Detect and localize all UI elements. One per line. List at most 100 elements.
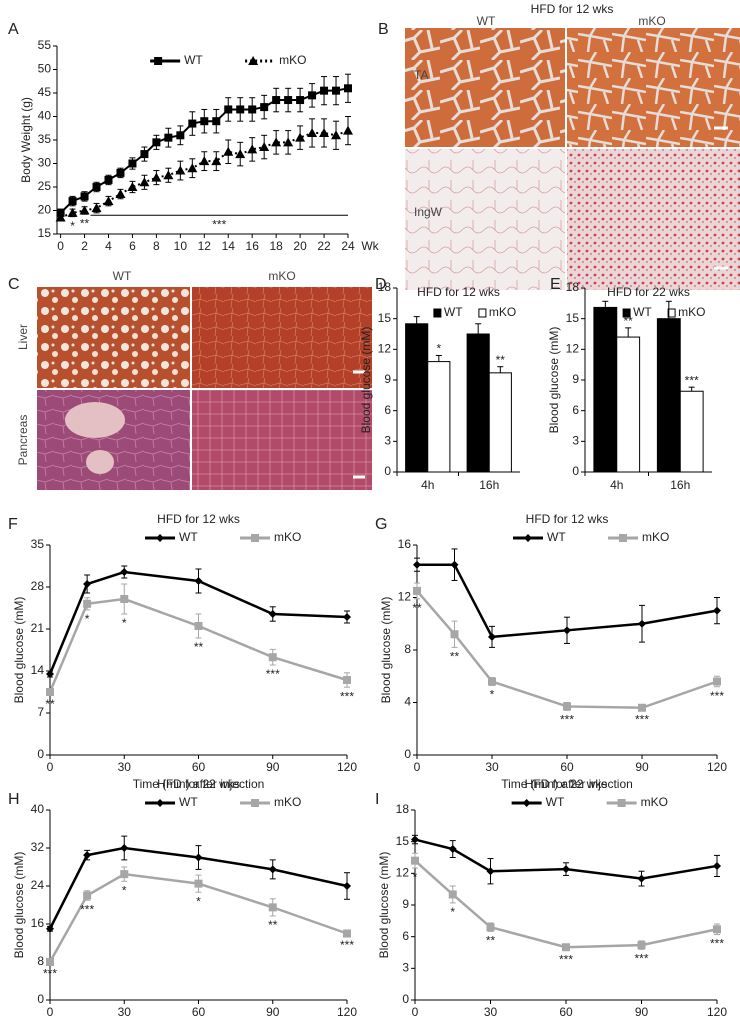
x-tick-label: 120 [707,1005,727,1019]
marker [194,622,203,630]
significance-label: * [122,616,127,630]
significance-label: ** [496,353,506,367]
y-tick-label: 6 [384,403,391,417]
row-label: Liver [16,324,30,350]
significance-label: *** [634,952,648,966]
y-tick-label: 40 [31,802,45,816]
y-tick-label: 32 [31,840,45,854]
marker [488,632,496,641]
marker [562,943,570,952]
marker [638,703,646,712]
marker [296,96,305,105]
marker [319,127,330,137]
y-tick-label: 15 [378,311,392,325]
marker [344,84,352,93]
y-tick-label: 55 [38,38,52,52]
legend-label: WT [444,305,463,319]
marker [139,177,150,187]
x-tick-label: 2 [81,239,88,253]
significance-label: ** [450,650,460,664]
marker [83,851,92,860]
marker [343,125,353,135]
significance-label: ** [412,601,422,615]
significance-label: *** [43,967,57,981]
marker [46,958,54,966]
series-line [59,87,349,214]
marker [413,586,421,595]
x-tick-label: 90 [635,760,649,774]
legend-label: WT [184,53,203,67]
marker [448,890,457,899]
marker [212,117,221,126]
significance-label: ** [45,697,55,711]
marker [343,929,351,938]
y-tick-label: 20 [38,203,52,217]
x-tick-label: 120 [337,1005,357,1019]
legend-marker [251,534,260,542]
marker [248,105,257,114]
x-tick-label: 4 [105,239,112,253]
bar [616,336,641,473]
marker [260,103,269,112]
y-tick-label: 6 [402,929,409,943]
bar [427,361,451,473]
series-line [417,563,718,639]
bar [593,306,618,473]
panel-letter: H [8,791,20,808]
marker [128,159,137,168]
legend-marker [154,57,163,65]
marker [46,924,54,933]
y-tick-label: 16 [31,916,45,930]
image-title: HFD for 12 wks [531,2,614,16]
x-tick-label: 14 [222,239,236,253]
marker [175,165,186,175]
x-tick-label: 90 [266,760,280,774]
y-tick-label: 9 [402,897,409,911]
significance-label: * [70,219,75,233]
chart-title: HFD for 22 wks [157,777,240,791]
x-tick-label: 30 [484,1005,498,1019]
marker [127,182,138,191]
y-axis-label: Blood glucose (mM) [12,597,26,704]
panel-letter: G [375,516,387,533]
marker [152,138,161,147]
legend-marker [619,534,627,542]
y-axis-label: Blood glucose (mM) [547,327,561,434]
x-tick-label: 10 [174,239,188,253]
marker [116,168,125,177]
y-axis-label: Blood glucose (mM) [379,597,393,704]
marker [120,870,129,879]
x-tick-label: 8 [153,239,160,253]
legend-label: mKO [642,530,669,544]
micrograph-detail [65,402,125,438]
micrograph [405,149,565,290]
marker [223,146,234,156]
y-tick-label: 9 [384,372,391,386]
marker [283,137,294,147]
x-tick-label: 20 [293,239,307,253]
y-tick-label: 0 [37,992,44,1006]
marker [268,903,277,912]
marker [713,606,721,615]
x-axis-label: Wk [361,239,379,253]
y-axis-label: Blood glucose (mM) [359,327,373,434]
y-tick-label: 35 [38,132,52,146]
y-axis-label: Body Weight (g) [19,97,33,183]
legend-label: WT [546,795,565,809]
y-tick-label: 18 [378,280,392,294]
y-tick-label: 15 [566,311,580,325]
marker [46,688,54,696]
x-tick-label: 0 [414,760,421,774]
legend-swatch [433,308,442,318]
marker [83,891,92,900]
x-tick-label: 0 [47,760,54,774]
x-tick-label: 22 [317,239,331,253]
legend-marker [617,799,626,807]
marker [188,119,197,128]
legend-label: mKO [274,530,301,544]
micrograph [37,287,190,388]
x-tick-label: 24 [341,239,355,253]
significance-label: *** [340,938,354,952]
y-tick-label: 3 [572,434,579,448]
marker [320,86,329,95]
